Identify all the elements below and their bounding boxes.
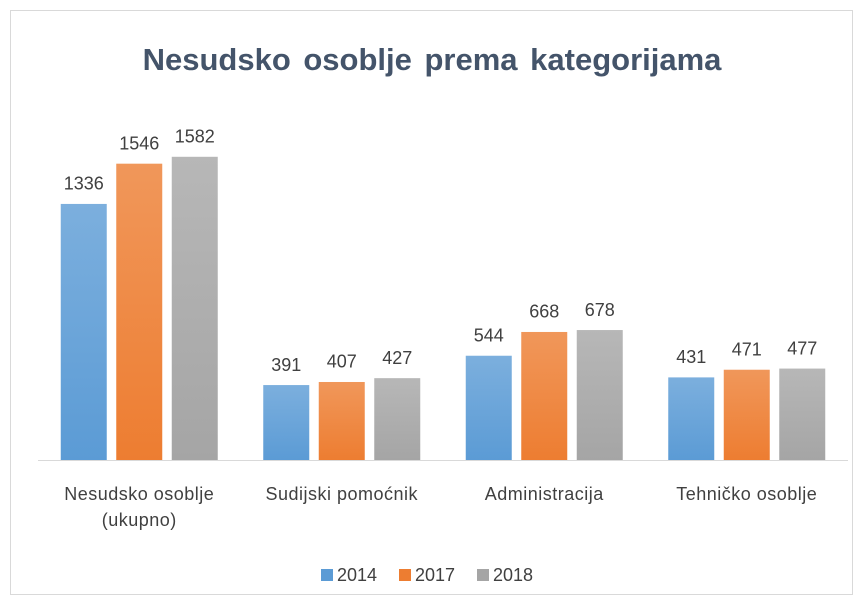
data-label: 544 (474, 325, 504, 345)
x-tick-label: Administracija (484, 484, 604, 504)
data-label: 668 (529, 302, 559, 322)
data-label: 477 (787, 338, 817, 358)
legend-label: 2017 (415, 565, 455, 585)
legend-swatch (399, 569, 411, 581)
chart-title: Nesudsko osoblje prema kategorijama (143, 42, 723, 77)
data-label: 1546 (119, 133, 159, 153)
data-label: 431 (676, 347, 706, 367)
bar (576, 330, 623, 460)
data-label: 391 (271, 355, 301, 375)
bar (779, 368, 826, 460)
bar (668, 377, 715, 460)
bar (521, 331, 568, 460)
x-tick-label: Sudijski pomoćnik (265, 484, 419, 504)
bar (318, 381, 365, 460)
legend-swatch (321, 569, 333, 581)
bar (60, 203, 107, 460)
bar (374, 378, 421, 460)
data-label: 1582 (175, 127, 215, 147)
data-label: 427 (382, 348, 412, 368)
data-label: 1336 (64, 174, 104, 194)
legend-label: 2014 (337, 565, 377, 585)
bar (116, 163, 163, 460)
bar (263, 385, 310, 460)
data-label: 678 (585, 300, 615, 320)
x-tick-label: Nesudsko osoblje (ukupno) (64, 484, 215, 530)
data-label: 407 (327, 352, 357, 372)
legend-label: 2018 (493, 565, 533, 585)
x-tick-label: Tehničko osoblje (676, 484, 818, 504)
bar (723, 369, 770, 460)
bar (465, 355, 512, 460)
data-label: 471 (732, 339, 762, 359)
legend-swatch (477, 569, 489, 581)
bar (171, 156, 218, 461)
